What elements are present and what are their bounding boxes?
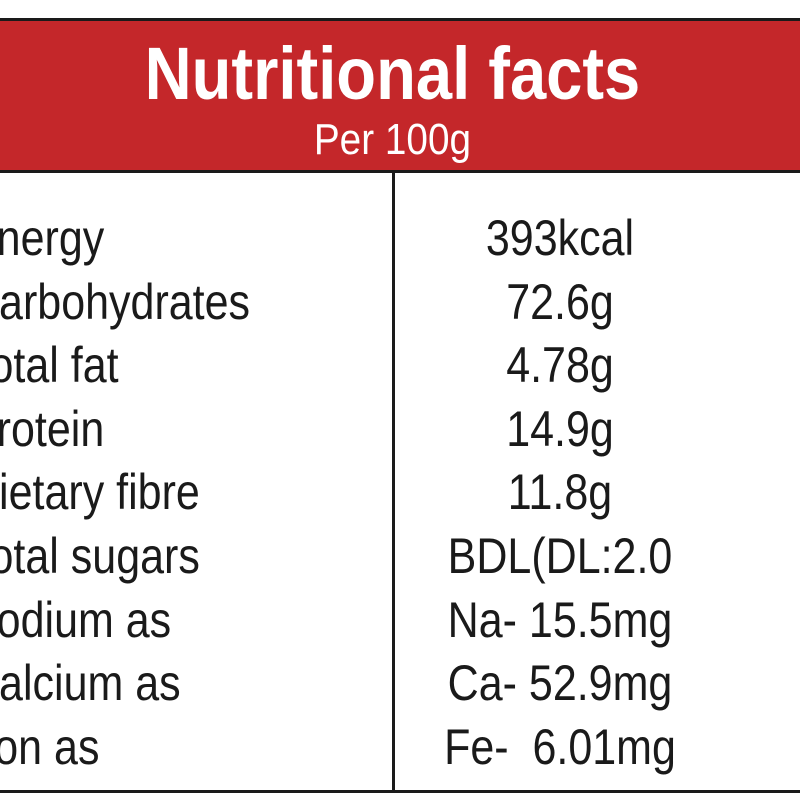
nutrient-row-dietary-fibre: Dietary fibre 11.8g	[0, 461, 800, 525]
nutrient-row-protein: Protein 14.9g	[0, 398, 800, 462]
nutrient-value: 11.8g	[507, 464, 613, 521]
nutrient-row-sodium: Sodium as Na- 15.5mg	[0, 589, 800, 653]
table-subtitle: Per 100g	[313, 115, 472, 164]
nutrient-row-energy: Energy 393kcal	[0, 207, 800, 271]
nutrient-value: Ca- 52.9mg	[447, 655, 673, 712]
nutrient-label: Sodium as	[0, 591, 172, 648]
nutrient-value: 4.78g	[506, 337, 614, 394]
nutrition-table: Nutritional facts Per 100g Energy 393kca…	[0, 18, 800, 793]
column-divider	[392, 173, 395, 790]
nutrient-label: Total sugars	[0, 527, 200, 584]
nutrient-label: Total fat	[0, 337, 119, 394]
nutrient-row-iron: Iron as Fe- 6.01mg	[0, 716, 800, 780]
nutrient-row-carbohydrates: Carbohydrates 72.6g	[0, 271, 800, 335]
nutrient-value: BDL(DL:2.0	[447, 527, 673, 584]
nutrient-label: Dietary fibre	[0, 464, 200, 521]
nutrient-value: 72.6g	[506, 273, 614, 330]
nutrient-value: 14.9g	[506, 400, 614, 457]
table-header: Nutritional facts Per 100g	[0, 21, 800, 173]
nutrient-value: 393kcal	[485, 210, 635, 266]
nutrient-label: Calcium as	[0, 655, 181, 712]
nutrient-row-total-fat: Total fat 4.78g	[0, 334, 800, 398]
nutrient-row-calcium: Calcium as Ca- 52.9mg	[0, 652, 800, 716]
nutrient-row-total-sugars: Total sugars BDL(DL:2.0	[0, 525, 800, 589]
nutrient-value: Na- 15.5mg	[447, 591, 673, 648]
nutrient-label: Energy	[0, 210, 105, 266]
nutrient-value: Fe- 6.01mg	[444, 718, 676, 775]
nutrient-list: Energy 393kcal Carbohydrates 72.6g Total…	[0, 207, 800, 779]
nutrient-label: Protein	[0, 400, 105, 457]
nutrient-label: Iron as	[0, 718, 100, 775]
table-title: Nutritional facts	[144, 32, 641, 115]
nutrient-label: Carbohydrates	[0, 273, 251, 330]
